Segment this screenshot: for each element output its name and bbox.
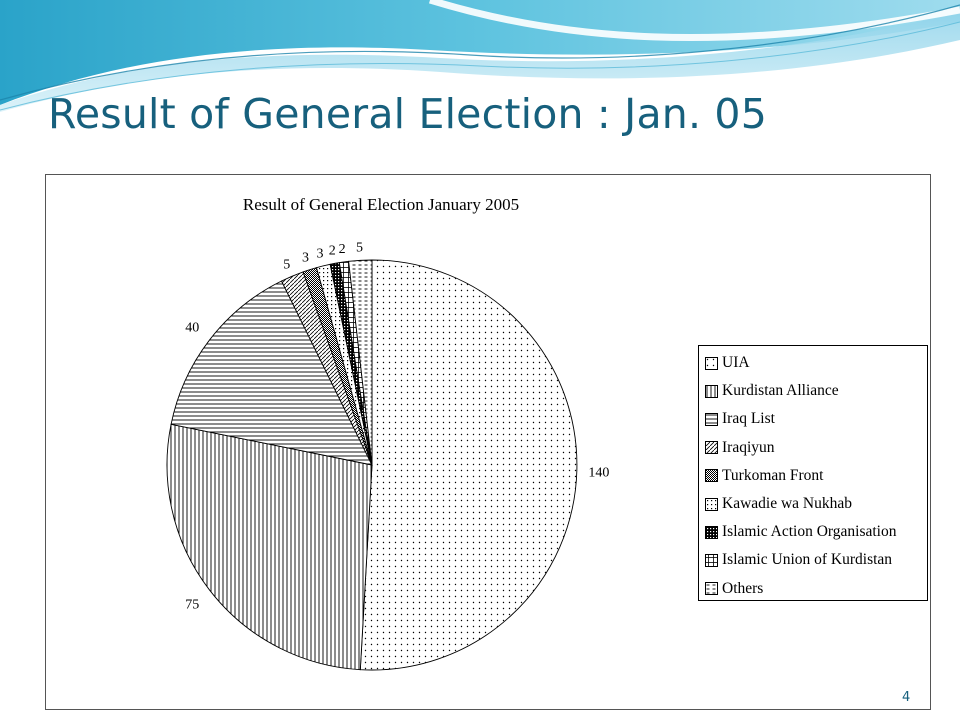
legend-item-turkoman-front: Turkoman Front xyxy=(699,462,927,490)
legend-swatch-islamic-action-organisation xyxy=(705,525,718,539)
legend-swatch-turkoman-front xyxy=(705,469,718,483)
data-label-iraq-list: 40 xyxy=(185,320,199,335)
legend-swatch-kurdistan-alliance xyxy=(705,384,718,398)
legend-label: Islamic Action Organisation xyxy=(722,523,897,541)
legend-label: Iraq List xyxy=(722,410,775,428)
chart-frame: 140 75 40 5 3 3 2 2 5 Result of General Election… xyxy=(45,174,931,710)
data-label-kawadie-wa-nukhab: 3 xyxy=(317,246,324,261)
legend-item-kawadie-wa-nukhab: Kawadie wa Nukhab xyxy=(699,490,927,518)
slide-header-decoration xyxy=(0,0,960,112)
legend-label: UIA xyxy=(722,354,750,372)
data-label-others: 5 xyxy=(356,240,363,255)
legend-item-others: Others xyxy=(699,575,927,603)
legend-swatch-uia xyxy=(705,356,718,370)
data-label-kurdistan-alliance: 75 xyxy=(185,598,199,613)
legend-swatch-islamic-union-of-kurdistan xyxy=(705,553,718,567)
legend-item-iraq-list: Iraq List xyxy=(699,405,927,433)
legend-label: Kurdistan Alliance xyxy=(722,382,839,400)
legend-item-kurdistan-alliance: Kurdistan Alliance xyxy=(699,377,927,405)
legend-item-islamic-action-organisation: Islamic Action Organisation xyxy=(699,518,927,546)
legend-swatch-others xyxy=(705,582,718,596)
pie-slice-others xyxy=(348,259,373,466)
page-number: 4 xyxy=(902,690,911,705)
pie-slice-iraq-list xyxy=(170,280,373,466)
legend-swatch-iraqiyun xyxy=(705,441,718,455)
data-label-islamic-action-organisation: 2 xyxy=(329,244,336,259)
legend-label: Kawadie wa Nukhab xyxy=(722,495,852,513)
legend-label: Iraqiyun xyxy=(722,438,775,456)
legend-swatch-kawadie-wa-nukhab xyxy=(705,497,718,511)
pie-slice-uia xyxy=(359,259,578,671)
chart-title: Result of General Election January 2005 xyxy=(242,195,520,214)
legend-item-islamic-union-of-kurdistan: Islamic Union of Kurdistan xyxy=(699,546,927,574)
legend-swatch-iraq-list xyxy=(705,412,718,426)
legend-label: Others xyxy=(722,579,764,597)
data-label-islamic-union-of-kurdistan: 2 xyxy=(339,242,346,257)
data-label-uia: 140 xyxy=(588,466,609,481)
legend-label: Islamic Union of Kurdistan xyxy=(722,551,893,569)
slide-title: Result of General Election : Jan. 05 xyxy=(48,90,767,138)
legend-item-uia: UIA xyxy=(699,349,927,377)
pie-slice-kurdistan-alliance xyxy=(166,423,373,671)
legend-item-iraqiyun: Iraqiyun xyxy=(699,434,927,462)
chart-legend: UIA Kurdistan Alliance Iraq List Iraqiyun Tu… xyxy=(698,345,928,601)
data-label-iraqiyun: 5 xyxy=(283,257,290,272)
legend-label: Turkoman Front xyxy=(722,466,824,484)
data-label-turkoman-front: 3 xyxy=(302,250,309,265)
